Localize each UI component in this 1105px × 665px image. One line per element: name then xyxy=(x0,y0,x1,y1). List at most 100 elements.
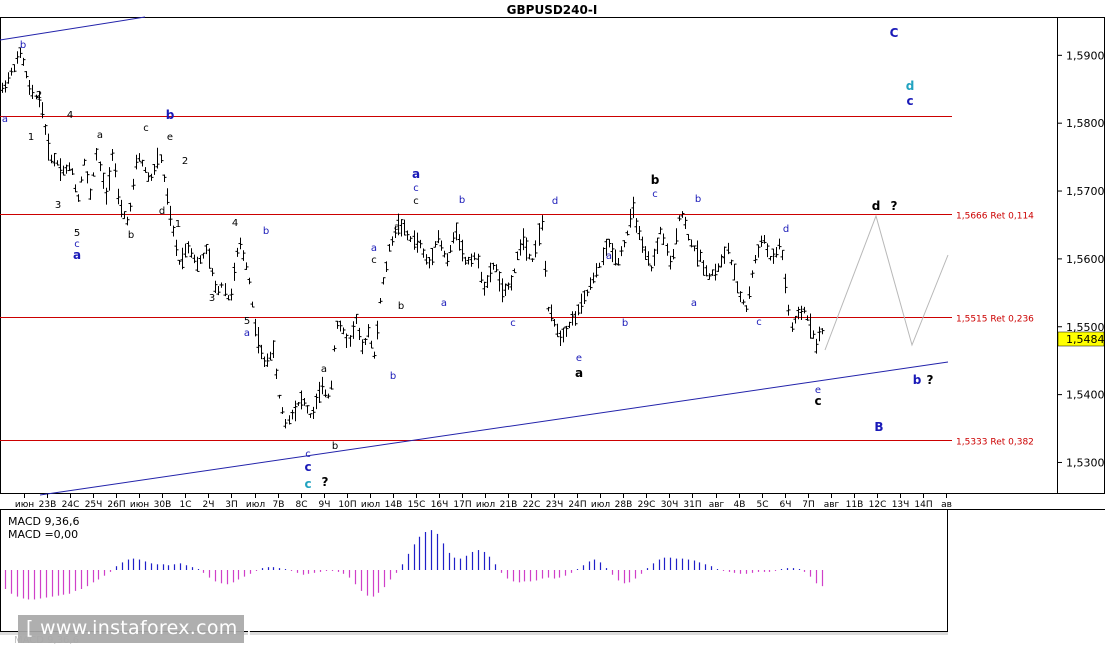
time-tick-label: июн xyxy=(130,500,149,510)
time-tick-label: 4В xyxy=(734,500,746,510)
time-tick-label: 22С xyxy=(523,500,541,510)
time-tick-label: 29С xyxy=(638,500,656,510)
time-tick-label: 2Ч xyxy=(203,500,215,510)
wave-label: a xyxy=(575,366,583,380)
wave-label: 4 xyxy=(232,218,238,229)
wave-label: b xyxy=(398,301,404,312)
time-tick-label: 24П xyxy=(568,500,586,510)
wave-label: b xyxy=(332,441,338,452)
wave-label: a xyxy=(412,167,420,181)
chart-title: GBPUSD240-I xyxy=(507,3,598,17)
wave-label: a xyxy=(321,364,327,375)
wave-label: 3 xyxy=(55,200,61,211)
wave-label: d xyxy=(159,206,165,217)
wave-label: c xyxy=(304,477,311,491)
time-tick-label: 31П xyxy=(683,500,701,510)
wave-label: 2 xyxy=(36,90,42,101)
wave-label: c xyxy=(304,460,311,474)
wave-label: 2 xyxy=(182,156,188,167)
time-tick-label: июл xyxy=(361,500,380,510)
time-tick-label: июн xyxy=(15,500,34,510)
time-tick-label: 9Ч xyxy=(319,500,331,510)
time-tick-label: 30Ч xyxy=(661,500,679,510)
time-tick-label: 25Ч xyxy=(85,500,103,510)
time-tick-label: авг xyxy=(709,500,725,510)
fib-level-label: 1,5666 Ret 0,114 xyxy=(956,212,1034,222)
time-tick-label: 3П xyxy=(225,500,238,510)
time-tick-label: 10П xyxy=(338,500,356,510)
bottom-scroll-strip xyxy=(0,632,948,635)
time-tick-label: ав xyxy=(941,500,952,510)
wave-label: c xyxy=(143,123,149,134)
wave-label: c xyxy=(652,189,658,200)
wave-label: b xyxy=(695,194,701,205)
wave-label: ? xyxy=(891,199,898,213)
time-tick-label: 16Ч xyxy=(431,500,449,510)
wave-label: c xyxy=(510,318,516,329)
wave-label: 1 xyxy=(28,132,34,143)
price-tick-label: 1,5600 xyxy=(1066,253,1105,266)
fibonacci-levels: 1,5666 Ret 0,114 1,5515 Ret 0,236 1,5333 R… xyxy=(0,116,1034,448)
time-tick-label: 7П xyxy=(802,500,815,510)
wave-label: b xyxy=(459,195,465,206)
wave-label: d xyxy=(552,196,558,207)
wave-label: a xyxy=(371,243,377,254)
time-tick-label: 6Ч xyxy=(780,500,792,510)
wave-label: d xyxy=(872,199,881,213)
time-tick-label: 11В xyxy=(846,500,864,510)
current-price-marker: 1,5484 xyxy=(1057,331,1105,347)
wave-label: B xyxy=(874,420,883,434)
watermark-box xyxy=(18,615,244,643)
wave-label: c xyxy=(906,94,913,108)
wave-label: c xyxy=(756,317,762,328)
price-tick-label: 1,5500 xyxy=(1066,321,1105,334)
time-tick-label: 8С xyxy=(295,500,307,510)
wave-label: c xyxy=(371,255,377,266)
time-tick-label: 30В xyxy=(154,500,172,510)
forecast-line xyxy=(824,214,949,351)
wave-label: e xyxy=(815,385,821,396)
wave-label: 5 xyxy=(74,228,80,239)
time-tick-label: июл xyxy=(591,500,610,510)
wave-label: c xyxy=(814,394,821,408)
trend-lines xyxy=(0,16,949,496)
time-tick-label: 28В xyxy=(615,500,633,510)
wave-label: a xyxy=(2,114,8,125)
wave-label: a xyxy=(606,251,612,262)
wave-label: b xyxy=(20,40,26,51)
wave-label: a xyxy=(244,328,250,339)
time-tick-label: 15С xyxy=(408,500,426,510)
time-tick-label: 14В xyxy=(385,500,403,510)
wave-label: ? xyxy=(322,475,329,489)
wave-label: b xyxy=(390,371,396,382)
time-tick-label: июл xyxy=(476,500,495,510)
time-tick-label: 7В xyxy=(273,500,285,510)
lower-trendline xyxy=(39,361,949,496)
price-tick-label: 1,5400 xyxy=(1066,389,1105,402)
wave-label: a xyxy=(441,298,447,309)
wave-label: c xyxy=(413,196,419,207)
wave-label: c xyxy=(74,239,80,250)
wave-label: 4 xyxy=(67,110,73,121)
time-tick-label: 23Ч xyxy=(546,500,564,510)
wave-label: a xyxy=(97,130,103,141)
price-tick-label: 1,5900 xyxy=(1066,49,1105,62)
wave-label: a xyxy=(73,248,81,262)
price-tick-label: 1,5800 xyxy=(1066,117,1105,130)
macd-label: MACD 9,36,6 xyxy=(8,515,79,528)
price-axis: 1,5900 1,5800 1,5700 1,5600 1,5500 1,5400 1,53… xyxy=(1057,49,1105,469)
watermark-text: [ www.instaforex.com ] xyxy=(26,617,252,639)
wave-label: 5 xyxy=(244,316,250,327)
wave-label: d xyxy=(783,224,789,235)
fib-level-label: 1,5333 Ret 0,382 xyxy=(956,438,1034,448)
macd-histogram xyxy=(4,530,824,600)
time-tick-label: 13Ч xyxy=(892,500,910,510)
current-price-label: 1,5484 xyxy=(1066,333,1105,346)
wave-label: b xyxy=(913,373,922,387)
time-tick-label: 24С xyxy=(62,500,80,510)
time-tick-label: 26П xyxy=(107,500,125,510)
time-axis: июн 23В 24С 25Ч 26П июн 30В 1С 2Ч 3П июл 7В 8С 9Ч 10П и… xyxy=(15,494,952,510)
